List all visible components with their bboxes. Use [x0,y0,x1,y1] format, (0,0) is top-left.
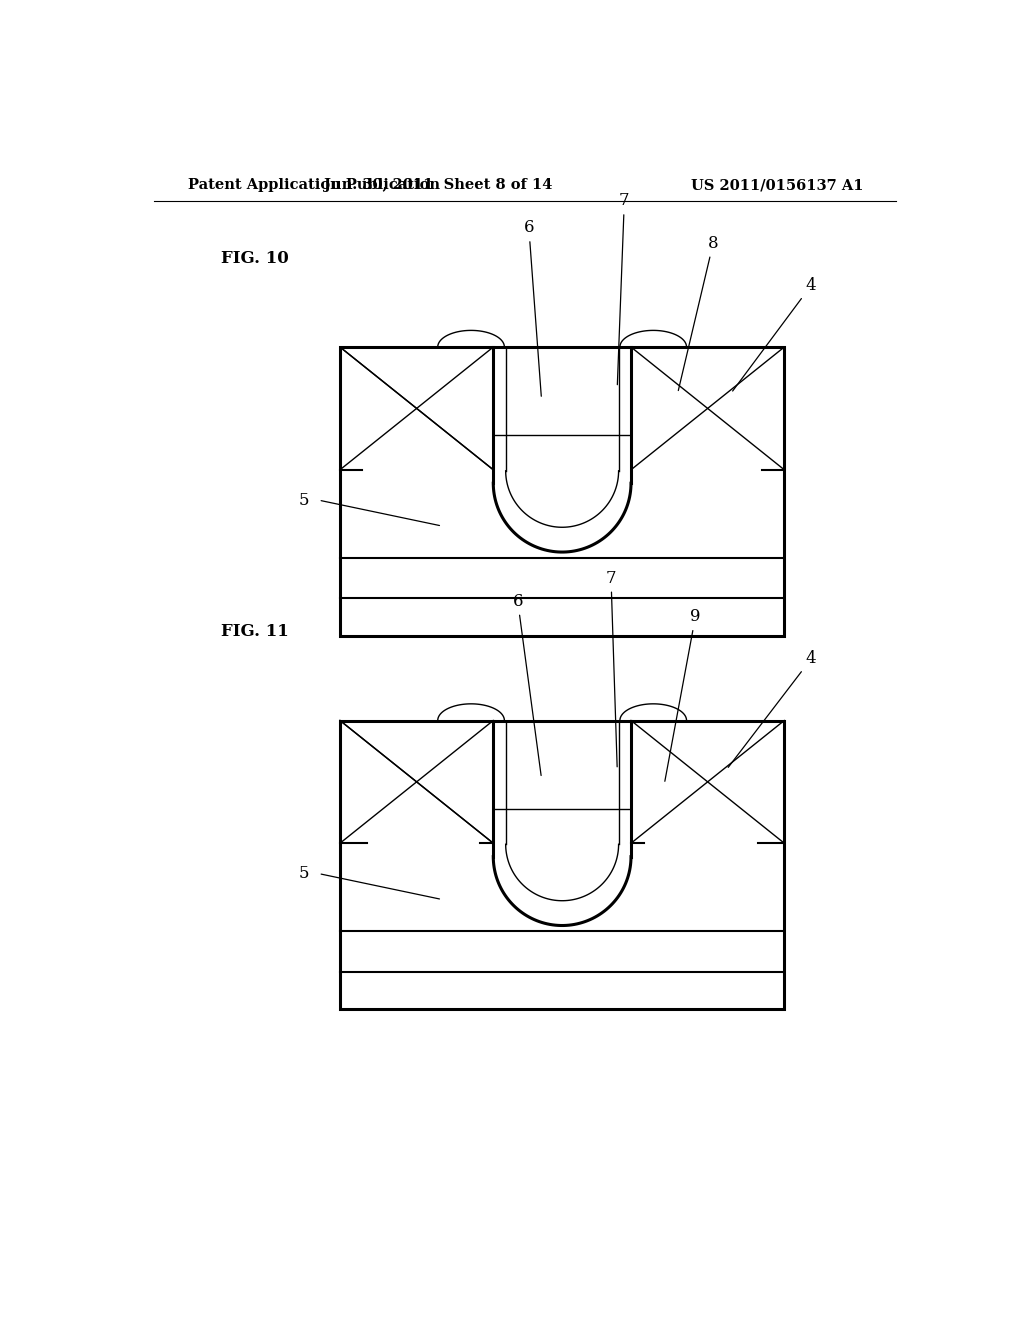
Text: 4: 4 [728,651,816,767]
Text: FIG. 10: FIG. 10 [221,249,289,267]
Text: FIG. 11: FIG. 11 [221,623,289,640]
Text: 5: 5 [299,491,309,508]
Text: 7: 7 [617,193,630,384]
Text: US 2011/0156137 A1: US 2011/0156137 A1 [691,178,863,193]
Bar [340,347,784,636]
Text: 9: 9 [665,609,700,781]
Text: 7: 7 [606,569,617,767]
Text: Patent Application Publication: Patent Application Publication [188,178,440,193]
Text: 6: 6 [523,219,542,396]
Text: 6: 6 [512,593,541,775]
Text: 4: 4 [732,277,816,391]
Text: Jun. 30, 2011  Sheet 8 of 14: Jun. 30, 2011 Sheet 8 of 14 [325,178,553,193]
Text: 5: 5 [299,865,309,882]
Text: 8: 8 [678,235,719,391]
Bar [340,721,784,1010]
